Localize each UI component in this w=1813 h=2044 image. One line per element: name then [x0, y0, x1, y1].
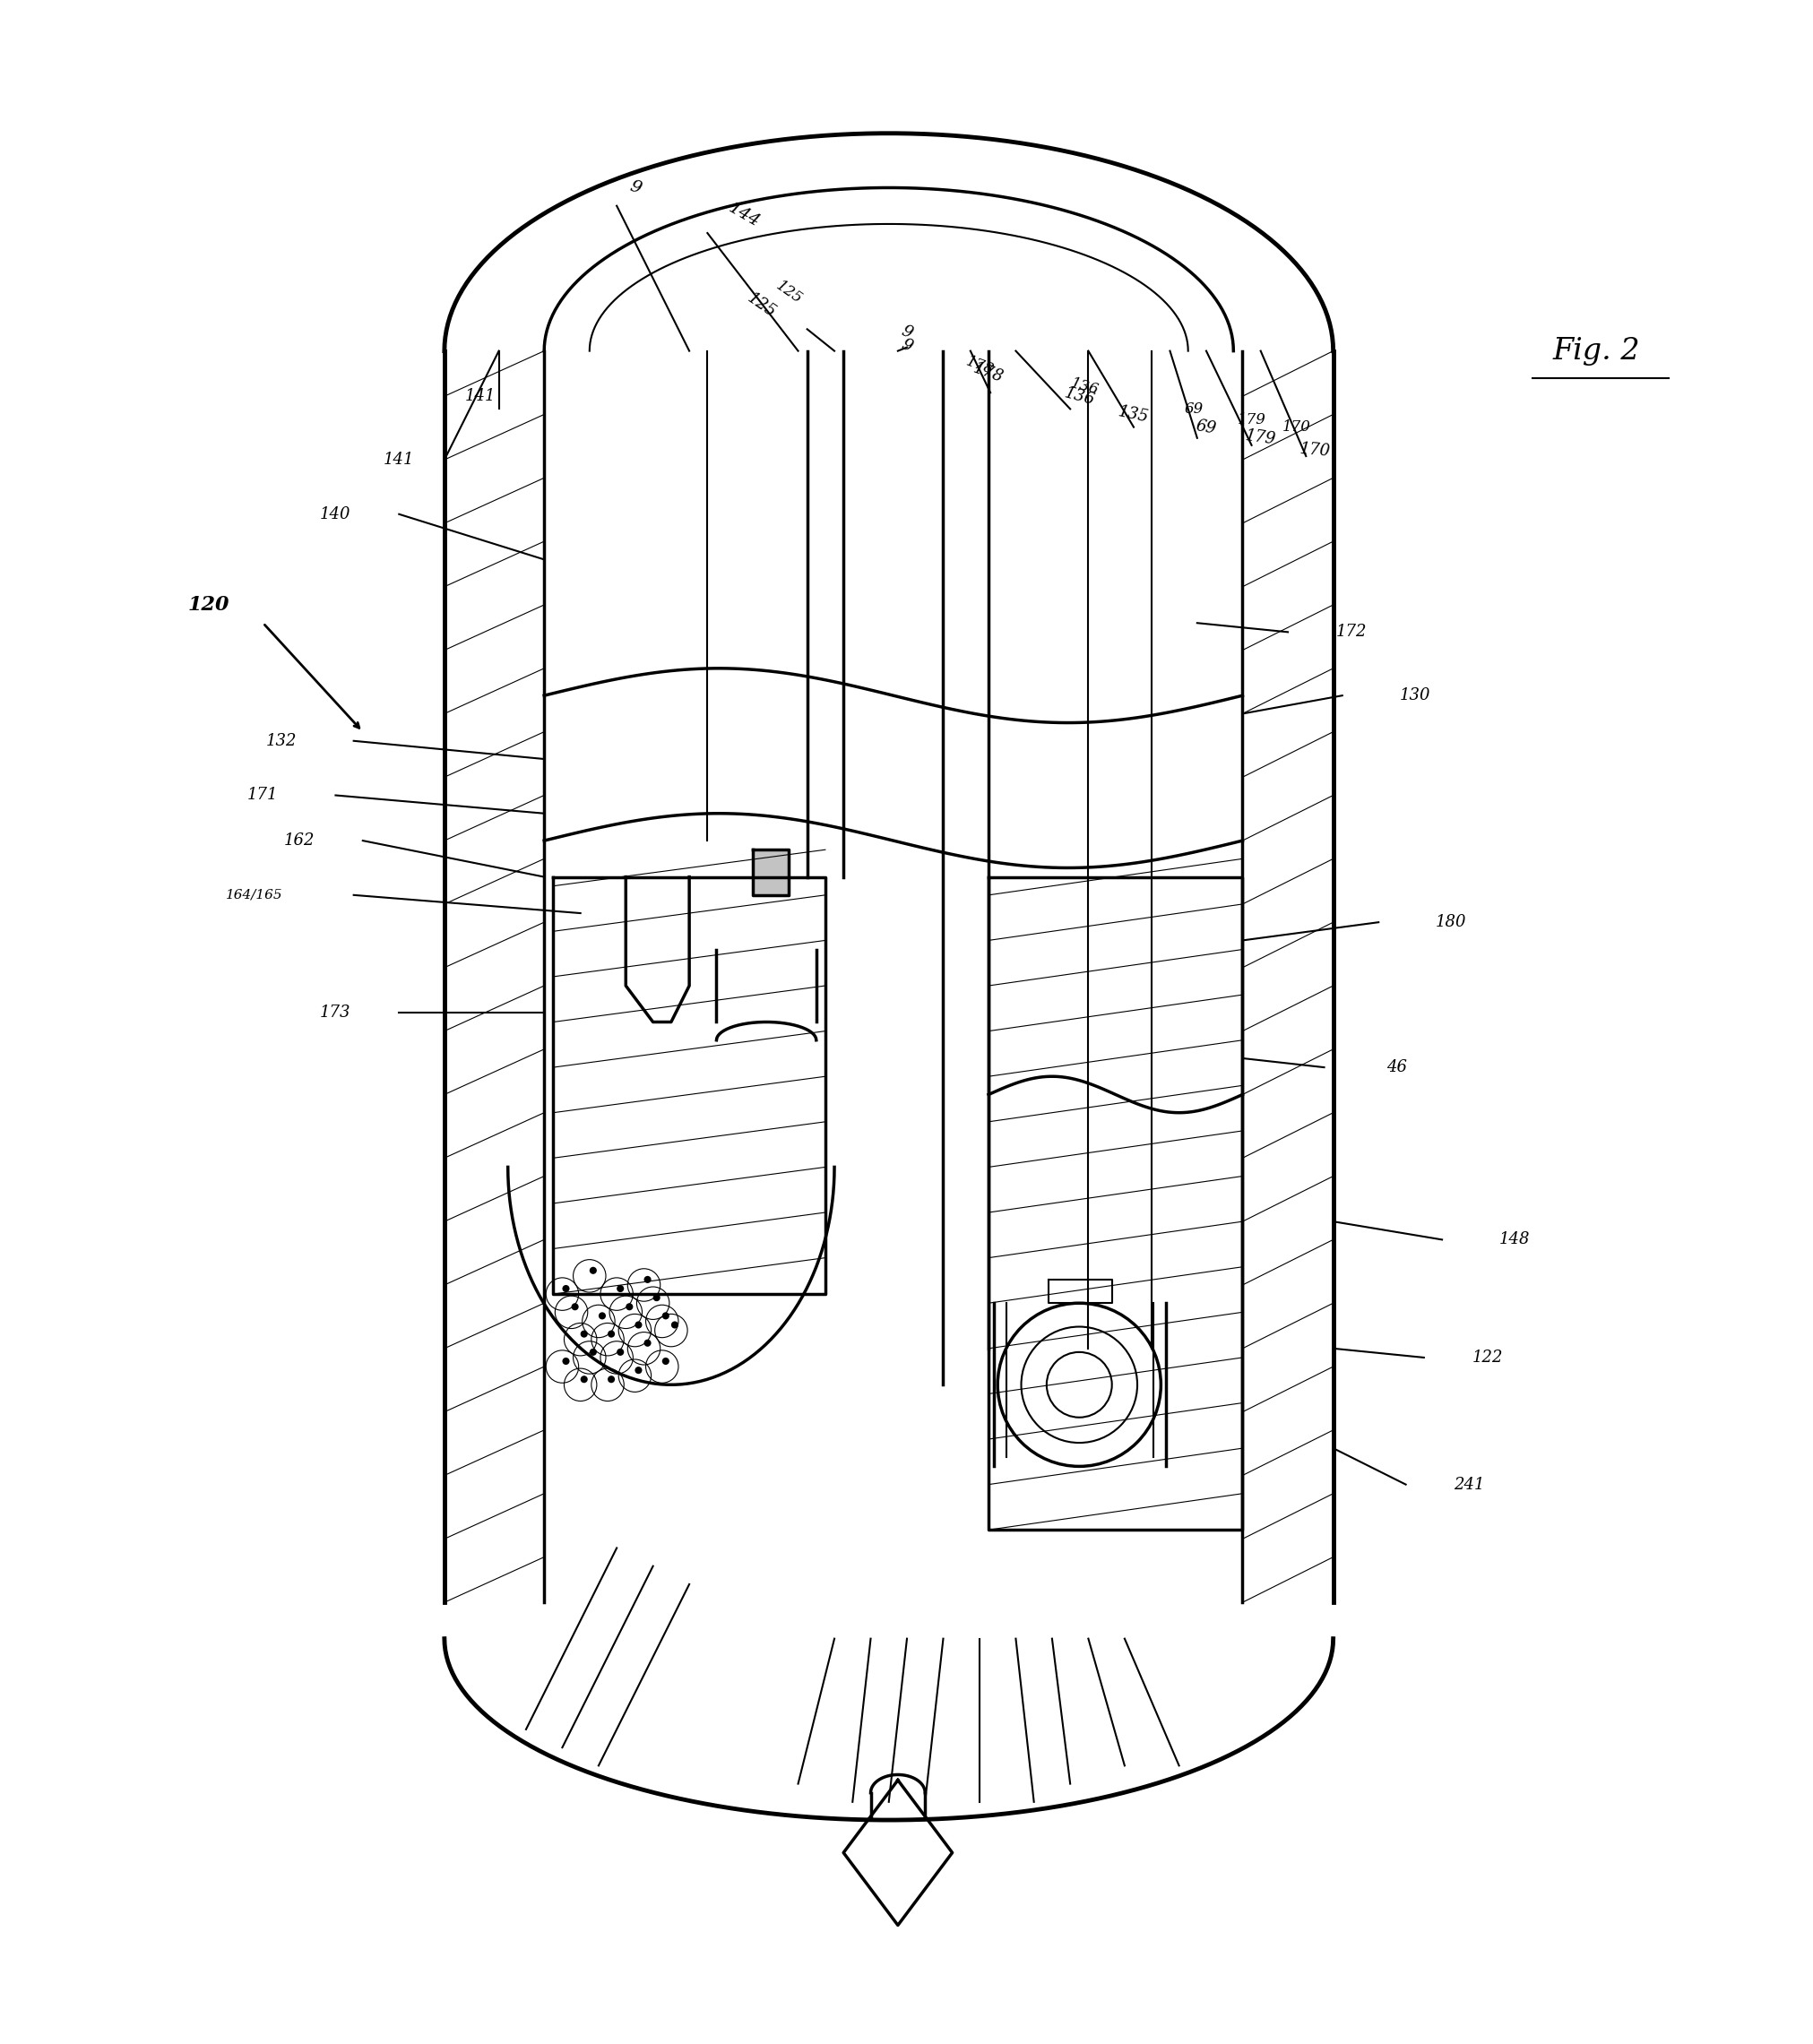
Text: 136: 136 — [1068, 376, 1100, 399]
Circle shape — [662, 1357, 669, 1365]
Circle shape — [562, 1286, 569, 1292]
Text: 120: 120 — [189, 595, 228, 615]
Circle shape — [562, 1357, 569, 1365]
Circle shape — [671, 1320, 678, 1329]
Text: 178: 178 — [963, 354, 995, 378]
Text: 125: 125 — [772, 278, 805, 307]
Text: 180: 180 — [1434, 914, 1467, 930]
Text: 170: 170 — [1282, 419, 1311, 435]
Text: 9: 9 — [627, 178, 642, 196]
Text: 46: 46 — [1385, 1059, 1407, 1075]
Text: 125: 125 — [743, 290, 780, 321]
Circle shape — [607, 1331, 615, 1337]
Text: 172: 172 — [1334, 623, 1367, 640]
Circle shape — [571, 1304, 578, 1310]
Text: 9: 9 — [899, 335, 914, 356]
Text: 9: 9 — [899, 323, 914, 341]
Circle shape — [644, 1275, 651, 1284]
Text: 179: 179 — [1244, 427, 1276, 448]
Text: 170: 170 — [1298, 442, 1331, 460]
Text: 241: 241 — [1452, 1476, 1485, 1492]
Circle shape — [644, 1339, 651, 1347]
Text: 69: 69 — [1195, 417, 1217, 437]
Circle shape — [580, 1376, 587, 1384]
Text: 148: 148 — [1498, 1233, 1530, 1247]
Circle shape — [598, 1312, 606, 1320]
Text: 132: 132 — [265, 734, 297, 748]
Text: 173: 173 — [319, 1006, 352, 1022]
Text: 122: 122 — [1470, 1349, 1503, 1365]
Text: 141: 141 — [464, 388, 497, 405]
Circle shape — [635, 1367, 642, 1374]
Text: 179: 179 — [1236, 413, 1265, 427]
Text: 135: 135 — [1117, 403, 1149, 425]
Circle shape — [580, 1331, 587, 1337]
Circle shape — [662, 1312, 669, 1320]
Circle shape — [625, 1304, 633, 1310]
Circle shape — [653, 1294, 660, 1302]
Text: 140: 140 — [319, 507, 352, 521]
Circle shape — [635, 1320, 642, 1329]
Text: 136: 136 — [1062, 384, 1095, 409]
Circle shape — [589, 1349, 596, 1355]
Circle shape — [616, 1286, 624, 1292]
Text: 141: 141 — [383, 452, 415, 468]
Text: 69: 69 — [1184, 401, 1202, 417]
Text: Fig. 2: Fig. 2 — [1552, 337, 1639, 366]
Circle shape — [616, 1349, 624, 1355]
Text: 178: 178 — [970, 360, 1006, 386]
Text: 171: 171 — [247, 787, 279, 803]
Circle shape — [589, 1267, 596, 1273]
Text: 144: 144 — [725, 200, 761, 231]
Text: 164/165: 164/165 — [225, 889, 283, 901]
Text: 130: 130 — [1398, 687, 1430, 703]
Circle shape — [607, 1376, 615, 1384]
Text: 162: 162 — [283, 832, 315, 848]
